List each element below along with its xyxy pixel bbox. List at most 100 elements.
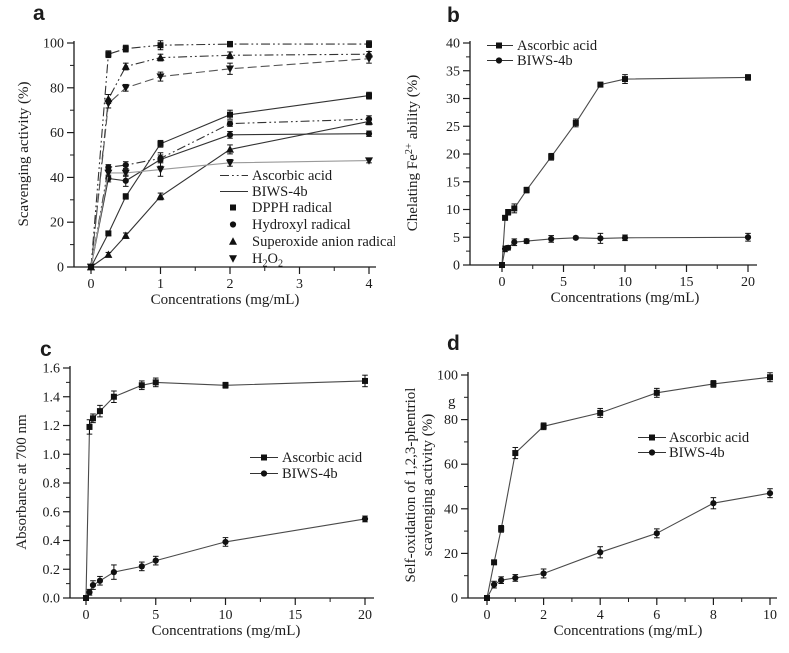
y-tick-label: 40 <box>50 171 64 186</box>
panel-c-reducing-power-chart: 0 5 10 15 20 0.0 0.2 0.4 0.6 0.8 1.0 1.2 1.4 1.6 Conce… <box>0 326 395 653</box>
y-tick-label: 15 <box>446 175 460 190</box>
panel-letter-b: b <box>447 4 460 27</box>
legend-label: BIWS-4b <box>517 53 573 69</box>
x-tick-label: 4 <box>366 277 373 292</box>
legend-label: Hydroxyl radical <box>252 217 351 233</box>
y-tick-label: 80 <box>444 413 458 428</box>
legend-label: DPPH radical <box>252 200 332 216</box>
series-d-0 <box>484 372 773 601</box>
y-tick-label: 1.6 <box>43 362 61 377</box>
axes-c <box>69 366 374 599</box>
x-tick-label: 10 <box>618 275 632 290</box>
annotation-d: g <box>448 394 456 410</box>
y-tick-label: 0 <box>453 259 460 274</box>
x-tick-label: 10 <box>219 608 233 623</box>
x-axis-label-b: Concentrations (mg/mL) <box>551 290 700 306</box>
y-tick-label: 25 <box>446 120 460 135</box>
x-tick-label: 20 <box>358 608 372 623</box>
x-tick-label: 0 <box>499 275 506 290</box>
y-axis-label-d: Self-oxidation of 1,2,3-phentriol <box>403 388 419 583</box>
chart-canvas-b: 0 5 10 15 20 0 5 10 15 20 25 30 35 40 Concentrations (… <box>404 4 757 306</box>
x-tick-label: 5 <box>152 608 159 623</box>
x-tick-label: 10 <box>763 608 777 623</box>
panel-a-scavenging-activity-chart: 0 1 2 3 4 0 20 40 60 80 100 Concentrations (mg/mL) S… <box>0 0 395 326</box>
legend-label: BIWS-4b <box>252 184 308 200</box>
legend-label: Ascorbic acid <box>517 38 598 54</box>
series-c-0 <box>83 374 368 601</box>
x-tick-label: 8 <box>710 608 717 623</box>
y-tick-label: 100 <box>43 37 64 52</box>
y-tick-label: 60 <box>444 458 458 473</box>
y-tick-label: 0.4 <box>43 534 61 549</box>
x-tick-label: 4 <box>597 608 604 623</box>
x-axis-label-d: Concentrations (mg/mL) <box>554 623 703 639</box>
x-tick-label: 2 <box>227 277 234 292</box>
series-a-7 <box>87 157 373 272</box>
y-tick-label: 80 <box>50 81 64 96</box>
y-tick-label: 30 <box>446 92 460 107</box>
x-tick-label: 0 <box>83 608 90 623</box>
panel-letter-c: c <box>40 338 52 361</box>
x-axis-label-c: Concentrations (mg/mL) <box>152 623 301 639</box>
x-axis-label-a: Concentrations (mg/mL) <box>151 292 300 308</box>
x-tick-label: 15 <box>288 608 302 623</box>
y-tick-label: 60 <box>50 126 64 141</box>
x-tick-label: 5 <box>560 275 567 290</box>
axes-b <box>469 41 757 266</box>
series-b-1 <box>498 232 752 269</box>
y-tick-label: 20 <box>444 547 458 562</box>
series-c-1 <box>82 515 369 602</box>
axes-d <box>467 372 777 599</box>
y-tick-label: 35 <box>446 64 460 79</box>
y-tick-label: 40 <box>444 502 458 517</box>
x-tick-label: 15 <box>680 275 694 290</box>
x-tick-label: 1 <box>157 277 164 292</box>
y-tick-label: 1.0 <box>43 448 61 463</box>
panel-d-phentriol-scavenging-chart: 0 2 4 6 8 10 0 20 40 60 80 100 Concentrations (mg/mL… <box>395 326 789 653</box>
series-a-6 <box>87 117 373 271</box>
y-tick-label: 1.2 <box>43 419 61 434</box>
y-tick-label: 0.8 <box>43 477 61 492</box>
y-tick-label: 20 <box>50 216 64 231</box>
y-axis-label-b: Chelating Fe2+ ability (%) <box>404 75 421 232</box>
panel-b-chelating-ability-chart: 0 5 10 15 20 0 5 10 15 20 25 30 35 40 Concentrations (… <box>395 0 789 326</box>
y-tick-label: 0.2 <box>43 563 61 578</box>
y-tick-label: 0.6 <box>43 505 61 520</box>
legend-label: Ascorbic acid <box>282 450 363 466</box>
x-tick-label: 3 <box>296 277 303 292</box>
ticks-c: 0 5 10 15 20 0.0 0.2 0.4 0.6 0.8 1.0 1.2 1.4 1.6 <box>43 362 373 624</box>
legend-label: Ascorbic acid <box>252 168 333 184</box>
panel-letter-d: d <box>447 332 460 355</box>
legend-label: Superoxide anion radical <box>252 234 395 250</box>
x-tick-label: 0 <box>484 608 491 623</box>
x-tick-label: 20 <box>741 275 755 290</box>
y-tick-label: 0 <box>57 261 64 276</box>
legend-label: H2O2 <box>252 251 283 270</box>
y-tick-label: 40 <box>446 37 460 52</box>
y-tick-label: 20 <box>446 148 460 163</box>
y-tick-label: 1.4 <box>43 390 61 405</box>
legend-label: Ascorbic acid <box>669 430 750 446</box>
series-b-0 <box>499 74 751 268</box>
legend-label: BIWS-4b <box>669 445 725 461</box>
y-tick-label: 5 <box>453 231 460 246</box>
y-axis-label-c: Absorbance at 700 nm <box>14 414 30 550</box>
legend-label: BIWS-4b <box>282 466 338 482</box>
y-tick-label: 10 <box>446 203 460 218</box>
x-tick-label: 0 <box>88 277 95 292</box>
y-tick-label: 100 <box>437 369 458 384</box>
y-axis-label-a: Scavenging activity (%) <box>16 82 32 227</box>
y-tick-label: 0.0 <box>43 592 61 607</box>
ticks-b: 0 5 10 15 20 0 5 10 15 20 25 30 35 40 <box>446 37 755 291</box>
x-tick-label: 6 <box>653 608 660 623</box>
panel-letter-a: a <box>33 2 45 25</box>
